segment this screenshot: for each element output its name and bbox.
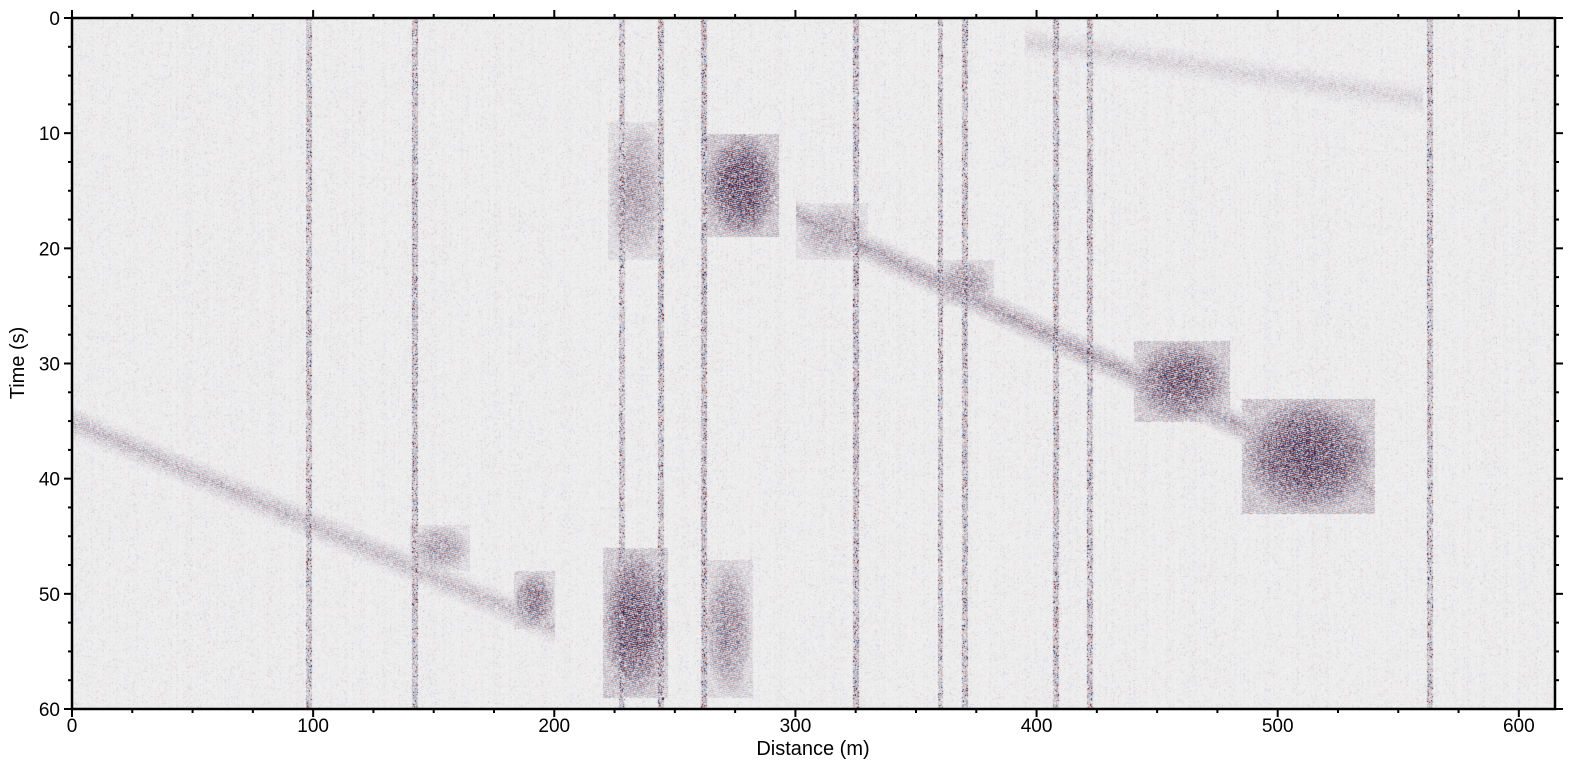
x-tick-label: 0 xyxy=(67,716,78,737)
y-tick-label: 30 xyxy=(39,355,60,376)
y-axis-title: Time (s) xyxy=(7,327,29,400)
x-tick-label: 100 xyxy=(297,716,329,737)
x-tick-label: 400 xyxy=(1021,716,1053,737)
y-tick-label: 0 xyxy=(49,9,60,30)
x-axis-title: Distance (m) xyxy=(756,738,869,760)
y-tick-label: 40 xyxy=(39,470,60,491)
x-tick-label: 600 xyxy=(1503,716,1535,737)
x-axis: 0 100 200 300 400 500 600 xyxy=(67,10,1535,737)
y-tick-label: 60 xyxy=(39,700,60,721)
y-tick-label: 50 xyxy=(39,585,60,606)
y-tick-label: 20 xyxy=(39,239,60,260)
y-tick-label: 10 xyxy=(39,124,60,145)
x-tick-label: 300 xyxy=(780,716,812,737)
seismic-image-container xyxy=(72,18,1555,709)
y-axis: 0 10 20 30 40 50 60 xyxy=(39,9,1563,721)
x-tick-label: 500 xyxy=(1262,716,1294,737)
seismic-heatmap xyxy=(72,18,1555,709)
x-tick-label: 200 xyxy=(538,716,570,737)
